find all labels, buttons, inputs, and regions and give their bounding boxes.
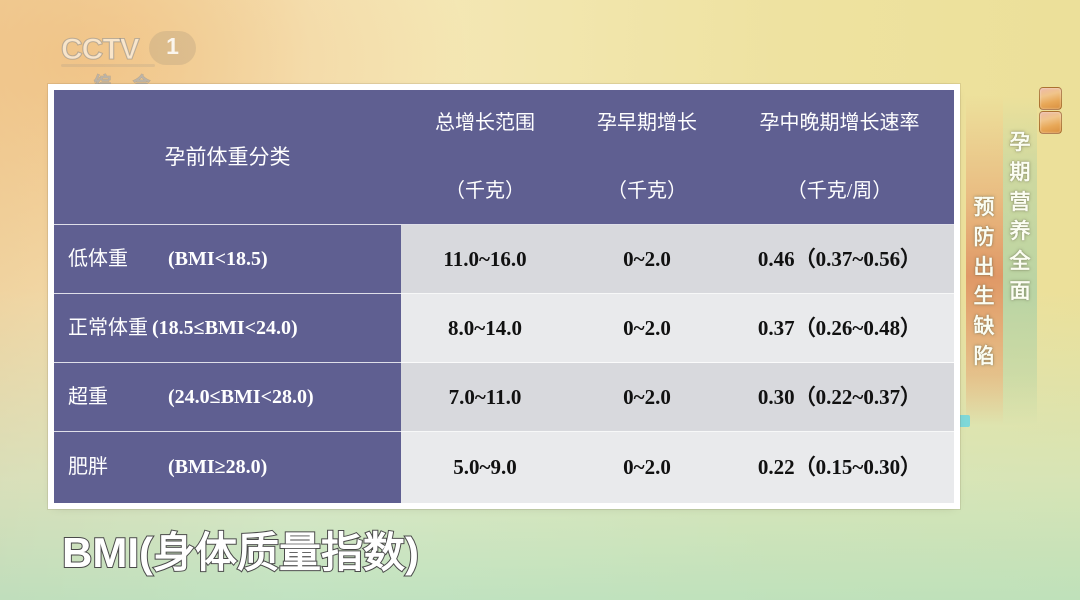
svg-text:BMI(身体质量指数): BMI(身体质量指数) [62, 529, 419, 576]
